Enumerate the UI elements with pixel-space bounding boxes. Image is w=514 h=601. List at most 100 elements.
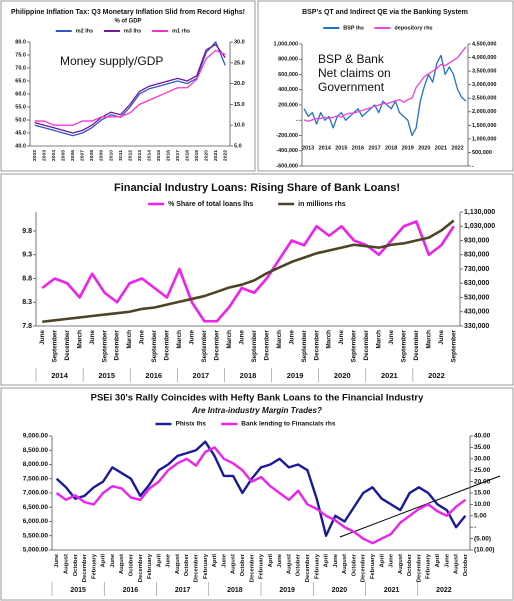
x-tick-label: 2018 (385, 145, 397, 151)
y2-tick-label: 35.00 (474, 444, 491, 451)
chart-title: Philippine Inflation Tax: Q3 Monetary In… (11, 9, 245, 16)
x-tick-label: April (324, 554, 330, 568)
x-tick-label: September (151, 329, 158, 362)
x-tick-label: December (416, 553, 422, 582)
year-label: 2016 (123, 587, 139, 594)
x-tick-label: March (376, 330, 383, 349)
year-label: 2022 (428, 371, 445, 380)
y2-tick-label: 630,000 (464, 280, 489, 287)
x-tick-label: March (176, 330, 183, 349)
y2-tick-label: 15.0 (234, 102, 245, 108)
y2-tick-label: 2,000,000 (472, 109, 496, 115)
x-tick-label: 2016 (165, 150, 171, 161)
y2-tick-label: - (474, 524, 476, 531)
year-label: 2020 (332, 587, 348, 594)
x-tick-label: December (361, 553, 367, 582)
annotation: Net claims on (318, 66, 391, 80)
series-line (34, 41, 226, 137)
series-line (55, 440, 467, 537)
x-tick-label: March (326, 330, 333, 349)
x-tick-label: August (342, 554, 348, 574)
y2-tick-label: 500,000 (472, 150, 492, 156)
x-tick-label: October (129, 553, 135, 576)
x-tick-label: December (82, 553, 88, 582)
x-tick-label: 2007 (80, 150, 86, 161)
x-tick-label: April (268, 554, 274, 568)
x-tick-label: December (64, 329, 71, 360)
x-tick-label: 2022 (451, 145, 463, 151)
y2-tick-label: 2,500,000 (472, 96, 496, 102)
x-tick-label: March (276, 330, 283, 349)
year-label: 2022 (436, 587, 452, 594)
y-tick-label: 7,000.00 (23, 490, 49, 497)
y-tick-label: 65.0 (15, 78, 26, 84)
x-tick-label: June (166, 553, 172, 567)
x-tick-label: August (63, 554, 69, 574)
y-tick-label: - (296, 118, 298, 124)
x-tick-label: June (110, 553, 116, 567)
x-tick-label: October (73, 553, 79, 576)
x-tick-label: September (450, 329, 457, 362)
x-tick-label: June (89, 330, 96, 345)
x-tick-label: August (175, 554, 181, 574)
y2-tick-label: 1,000,000 (472, 136, 496, 142)
legend-label: m2 lhs (76, 28, 93, 34)
series-line (55, 446, 467, 545)
x-tick-label: August (231, 554, 237, 574)
y2-tick-label: 1,030,000 (464, 223, 495, 230)
y-tick-label: 800,000 (278, 57, 298, 63)
year-label: 2017 (193, 371, 210, 380)
y2-tick-label: 30.0 (234, 39, 245, 45)
series-line (34, 49, 226, 126)
legend-label: BSP lhs (343, 25, 364, 31)
y2-tick-label: 330,000 (464, 323, 489, 330)
year-label: 2016 (145, 371, 162, 380)
x-tick-label: April (435, 554, 441, 568)
y2-tick-label: 20.0 (234, 81, 245, 87)
x-tick-label: September (251, 329, 258, 362)
x-tick-label: August (119, 554, 125, 574)
x-tick-label: 2004 (51, 150, 57, 161)
x-tick-label: June (238, 330, 245, 345)
x-tick-label: December (249, 553, 255, 582)
x-tick-label: December (194, 553, 200, 582)
y-tick-label: 6,000.00 (23, 518, 49, 525)
legend-label: depository rhs (394, 25, 432, 31)
x-tick-label: 2020 (418, 145, 430, 151)
trend-line (339, 475, 501, 538)
x-tick-label: December (114, 329, 121, 360)
x-tick-label: 2021 (435, 145, 447, 151)
x-tick-label: February (259, 553, 265, 579)
x-tick-label: June (39, 330, 46, 345)
x-tick-label: September (401, 329, 408, 362)
y2-tick-label: 25.00 (474, 467, 491, 474)
y-tick-label: 50.0 (15, 117, 26, 123)
x-tick-label: 2006 (70, 150, 76, 161)
year-label: 2021 (381, 371, 398, 380)
panel (0, 0, 256, 172)
x-tick-label: 2019 (402, 145, 414, 151)
x-tick-label: 2015 (156, 150, 162, 161)
x-tick-label: April (379, 554, 385, 568)
y2-tick-label: - (472, 163, 474, 169)
x-tick-label: March (76, 330, 83, 349)
x-tick-label: December (313, 329, 320, 360)
x-tick-label: April (212, 554, 218, 568)
year-label: 2020 (334, 371, 351, 380)
x-tick-label: December (213, 329, 220, 360)
annotation: Money supply/GDP (60, 54, 163, 68)
y2-tick-label: 4,500,000 (472, 41, 496, 47)
y-tick-label: 75.0 (15, 52, 26, 58)
chart-title: PSEi 30's Rally Coincides with Hefty Ban… (91, 393, 424, 404)
y-tick-label: 1,000,000 (274, 41, 298, 47)
x-tick-label: June (388, 330, 395, 345)
y2-tick-label: 1,130,000 (464, 209, 495, 216)
x-tick-label: February (314, 553, 320, 579)
x-tick-label: December (138, 553, 144, 582)
y2-tick-label: 10.00 (474, 501, 491, 508)
legend-label: % Share of total loans lhs (168, 201, 253, 208)
y-tick-label: 8,500.00 (23, 447, 49, 454)
y-tick-label: -200,000 (276, 133, 298, 139)
x-tick-label: September (351, 329, 358, 362)
chart-subtitle: % of GDP (114, 19, 141, 25)
